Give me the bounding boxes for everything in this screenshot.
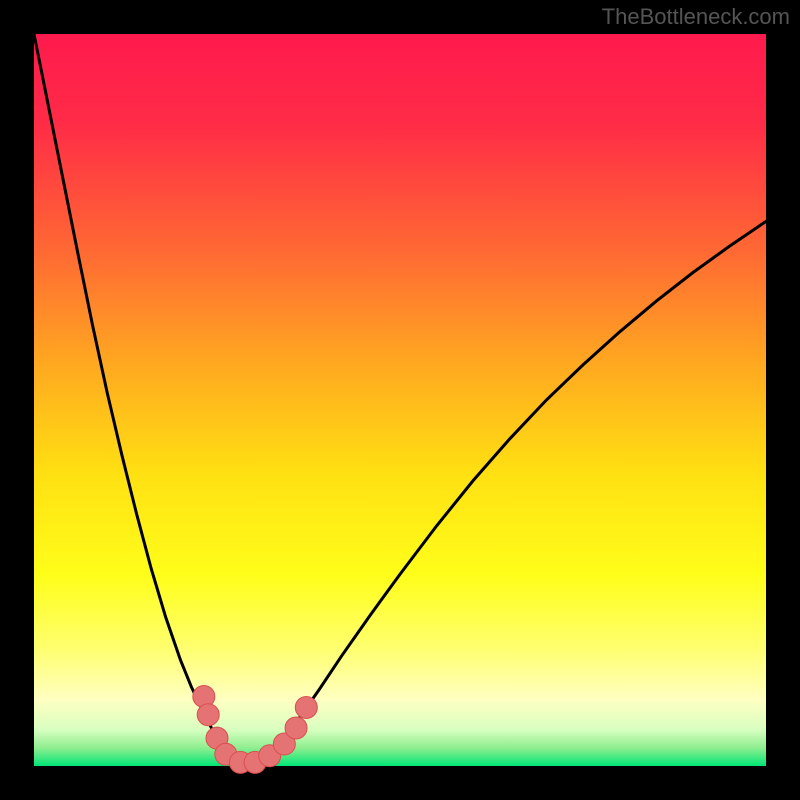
bottleneck-curve: [34, 34, 766, 764]
marker-point: [197, 704, 219, 726]
watermark-text: TheBottleneck.com: [602, 4, 790, 30]
marker-group: [193, 685, 317, 773]
chart-root: TheBottleneck.com: [0, 0, 800, 800]
marker-point: [285, 717, 307, 739]
marker-point: [295, 696, 317, 718]
chart-overlay: [0, 0, 800, 800]
